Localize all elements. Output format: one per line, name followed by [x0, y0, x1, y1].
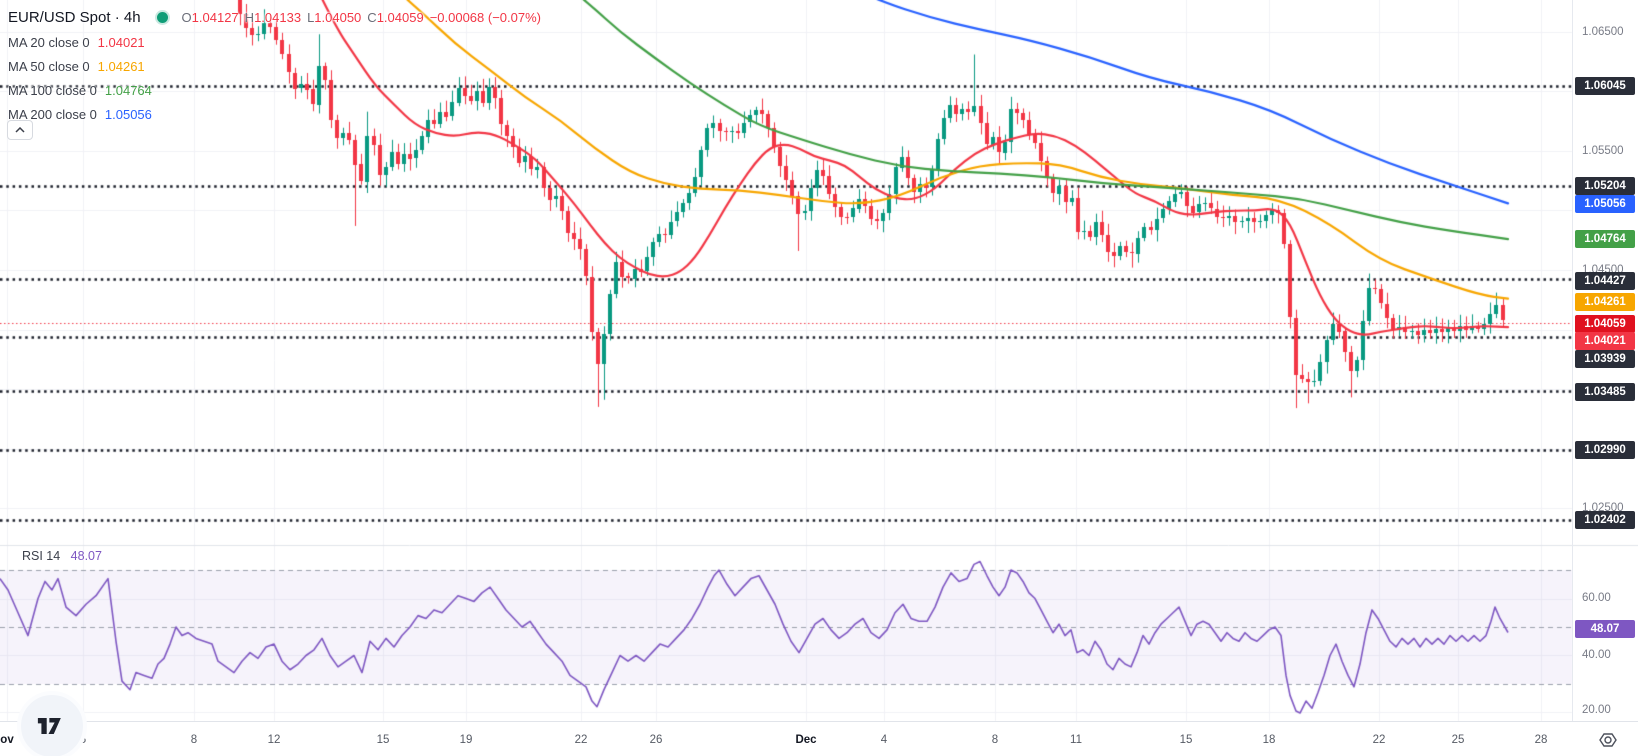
ma-legend-row[interactable]: MA 50 close 0 1.04261 — [8, 54, 547, 78]
ma-legend-rows: MA 20 close 0 1.04021 MA 50 close 0 1.04261… — [8, 30, 547, 126]
symbol-title[interactable]: EUR/USD Spot · 4h — [8, 8, 141, 26]
low-label: L — [307, 9, 315, 25]
high-label: H — [244, 9, 255, 25]
high-value: 1.04133 — [254, 9, 302, 25]
time-axis-label: 28 — [1534, 734, 1548, 746]
time-axis-label: 22 — [1372, 734, 1386, 746]
ma-label: MA 100 close 0 — [8, 82, 97, 98]
time-axis-label: 22 — [574, 734, 588, 746]
low-value: 1.04050 — [314, 9, 362, 25]
time-axis-label: 25 — [1451, 734, 1465, 746]
axis-separator — [1572, 0, 1573, 721]
rsi-tick-label: 60.00 — [1582, 592, 1611, 604]
time-axis-label: 11 — [1070, 734, 1082, 746]
time-axis[interactable]: ov581215192226Dec48111518222528 — [0, 721, 1638, 756]
time-axis-label: 26 — [649, 734, 663, 746]
chevron-up-icon — [15, 127, 25, 133]
rsi-tick-label: 40.00 — [1582, 649, 1611, 661]
open-label: O — [181, 9, 192, 25]
ma-label: MA 200 close 0 — [8, 106, 97, 122]
rsi-legend-row[interactable]: RSI 14 48.07 — [22, 549, 102, 563]
time-axis-label: 19 — [459, 734, 473, 746]
time-axis-label: 12 — [267, 734, 281, 746]
price-level-badge: 1.04021 — [1575, 332, 1635, 350]
time-axis-label: 18 — [1262, 734, 1276, 746]
price-level-badge: 1.04427 — [1575, 272, 1635, 290]
close-value: 1.04059 — [376, 9, 424, 25]
ma-label: MA 20 close 0 — [8, 34, 90, 50]
rsi-indicator-label: RSI 14 — [22, 549, 61, 563]
legend-collapse-button[interactable] — [7, 120, 33, 140]
price-level-badge: 1.02990 — [1575, 441, 1635, 459]
tradingview-logo[interactable] — [17, 691, 87, 756]
time-axis-label: ov — [0, 734, 14, 746]
price-level-badge: 1.05204 — [1575, 177, 1635, 195]
ma-value: 1.04261 — [97, 58, 145, 74]
ma-value: 1.05056 — [104, 106, 152, 122]
open-value: 1.04127 — [191, 9, 239, 25]
rsi-tick-label: 20.00 — [1582, 704, 1611, 716]
ma-value: 1.04764 — [104, 82, 152, 98]
rsi-indicator-value: 48.07 — [70, 549, 102, 563]
symbol-legend: EUR/USD Spot · 4h O1.04127 H1.04133 L1.0… — [8, 4, 547, 126]
close-label: C — [367, 9, 377, 25]
ma-legend-row[interactable]: MA 20 close 0 1.04021 — [8, 30, 547, 54]
ma-legend-row[interactable]: MA 100 close 0 1.04764 — [8, 78, 547, 102]
rsi-value-badge: 48.07 — [1575, 620, 1635, 638]
price-level-badge: 1.04764 — [1575, 230, 1635, 248]
price-tick-label: 1.06500 — [1582, 26, 1624, 38]
market-status-icon[interactable] — [156, 11, 168, 23]
time-axis-label: 8 — [991, 734, 999, 746]
ma-legend-row[interactable]: MA 200 close 0 1.05056 — [8, 102, 547, 126]
price-tick-label: 1.05500 — [1582, 145, 1624, 157]
price-axis[interactable]: 1.06500 1.05500 1.04500 1.02500 1.06045 1.052… — [1572, 0, 1638, 721]
axis-settings-gear-icon[interactable] — [1598, 730, 1618, 750]
price-level-badge: 1.03485 — [1575, 383, 1635, 401]
price-level-badge: 1.05056 — [1575, 195, 1635, 213]
price-level-badge: 1.04261 — [1575, 293, 1635, 311]
tv-logo-icon — [37, 718, 61, 734]
time-axis-label: 15 — [1179, 734, 1193, 746]
time-axis-label: Dec — [795, 734, 817, 746]
price-level-badge: 1.06045 — [1575, 77, 1635, 95]
price-level-badge: 1.02402 — [1575, 511, 1635, 529]
price-level-badge: 1.04059 — [1575, 315, 1635, 333]
time-axis-label: 8 — [190, 734, 198, 746]
ma-label: MA 50 close 0 — [8, 58, 90, 74]
ma-value: 1.04021 — [97, 34, 145, 50]
time-axis-label: 4 — [880, 734, 888, 746]
time-axis-label: 15 — [376, 734, 390, 746]
price-level-badge: 1.03939 — [1575, 350, 1635, 368]
change-value: −0.00068 (−0.07%) — [429, 9, 541, 25]
